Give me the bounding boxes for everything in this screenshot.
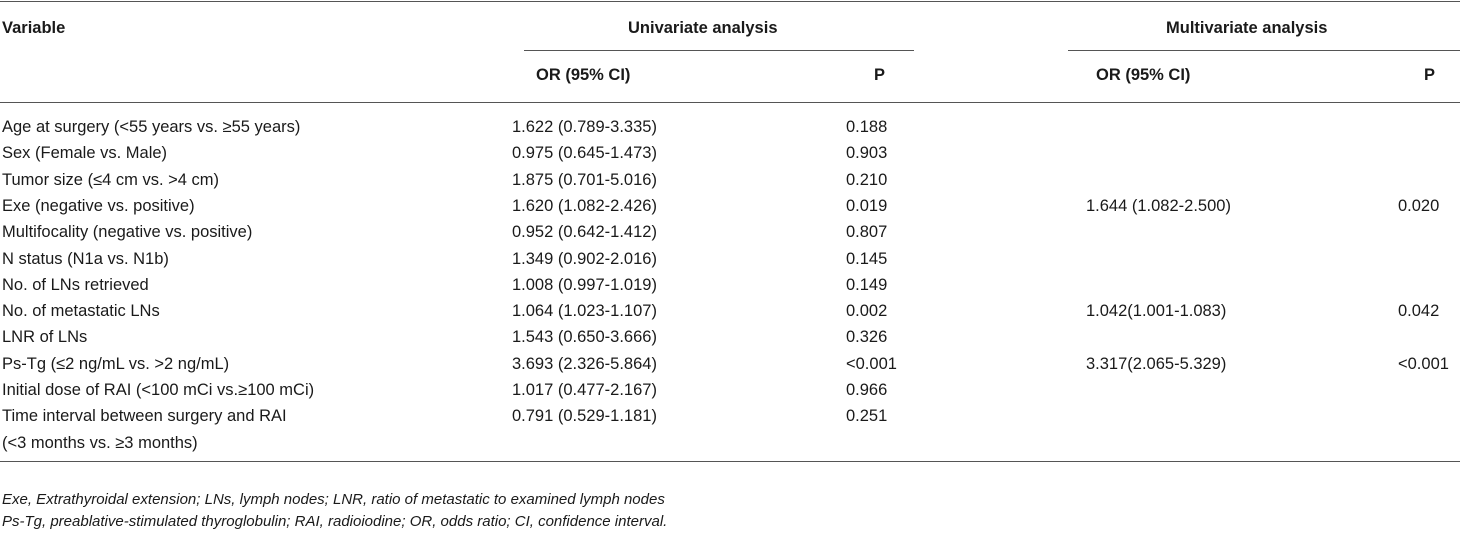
cell-univariate-p: 0.210 <box>846 170 888 189</box>
cell-multivariate-or: 1.644 (1.082-2.500) <box>1086 196 1231 215</box>
cell-univariate-or: 1.620 (1.082-2.426) <box>512 196 657 215</box>
cell-univariate-p: 0.807 <box>846 223 888 242</box>
cell-variable: LNR of LNs <box>2 328 88 347</box>
cell-variable: Age at surgery (<55 years vs. ≥55 years) <box>2 118 301 136</box>
cell-univariate-p: 0.251 <box>846 407 888 426</box>
univariate-group-rule <box>524 50 914 51</box>
cell-univariate-p: <0.001 <box>846 354 897 373</box>
cell-multivariate-p: 0.042 <box>1398 302 1440 321</box>
cell-variable: Multifocality (negative vs. positive) <box>2 223 253 242</box>
cell-univariate-or: 1.349 (0.902-2.016) <box>512 249 657 268</box>
cell-multivariate-p: <0.001 <box>1398 354 1449 373</box>
cell-univariate-or: 1.008 (0.997-1.019) <box>512 275 657 294</box>
header-univariate-analysis: Univariate analysis <box>628 19 778 37</box>
cell-univariate-or: 1.875 (0.701-5.016) <box>512 170 657 189</box>
header-uni-p: P <box>874 66 886 84</box>
cell-variable: Time interval between surgery and RAI <box>2 407 287 426</box>
table-row-continuation: (<3 months vs. ≥3 months) <box>2 433 198 452</box>
cell-variable: Tumor size (≤4 cm vs. >4 cm) <box>2 170 220 189</box>
header-multivariate-analysis: Multivariate analysis <box>1166 19 1328 37</box>
cell-univariate-p: 0.326 <box>846 328 888 347</box>
cell-univariate-or: 0.791 (0.529-1.181) <box>512 407 657 426</box>
header-multi-p: P <box>1424 66 1436 84</box>
cell-variable: Ps-Tg (≤2 ng/mL vs. >2 ng/mL) <box>2 354 230 373</box>
cell-univariate-p: 0.149 <box>846 275 888 294</box>
cell-variable: Sex (Female vs. Male) <box>2 144 168 163</box>
cell-multivariate-or: 3.317(2.065-5.329) <box>1086 354 1227 373</box>
multivariate-group-rule <box>1068 50 1460 51</box>
cell-univariate-or: 3.693 (2.326-5.864) <box>512 354 657 373</box>
cell-univariate-p: 0.002 <box>846 302 888 321</box>
cell-variable: Initial dose of RAI (<100 mCi vs.≥100 mC… <box>2 381 315 399</box>
cell-univariate-or: 1.064 (1.023-1.107) <box>512 302 657 321</box>
cell-univariate-or: 1.543 (0.650-3.666) <box>512 328 657 347</box>
cell-variable: No. of LNs retrieved <box>2 275 149 294</box>
cell-multivariate-p: 0.020 <box>1398 196 1440 215</box>
header-uni-or: OR (95% CI) <box>536 66 631 84</box>
cell-univariate-p: 0.903 <box>846 144 888 163</box>
header-bottom-rule <box>0 102 1460 103</box>
cell-univariate-p: 0.966 <box>846 381 888 399</box>
cell-univariate-or: 0.952 (0.642-1.412) <box>512 223 657 242</box>
cell-variable: N status (N1a vs. N1b) <box>2 249 169 268</box>
header-multi-or: OR (95% CI) <box>1096 66 1191 84</box>
header-variable: Variable <box>2 19 66 37</box>
table-top-rule <box>0 1 1460 2</box>
footnote-abbreviations-1: Exe, Extrathyroidal extension; LNs, lymp… <box>2 491 665 508</box>
footnote-abbreviations-2: Ps-Tg, preablative-stimulated thyroglobu… <box>2 513 668 530</box>
cell-univariate-or: 1.622 (0.789-3.335) <box>512 118 657 136</box>
table-bottom-rule <box>0 460 1460 462</box>
cell-univariate-p: 0.188 <box>846 118 888 136</box>
cell-multivariate-or: 1.042(1.001-1.083) <box>1086 302 1227 321</box>
cell-univariate-or: 1.017 (0.477-2.167) <box>512 381 657 399</box>
cell-univariate-or: 0.975 (0.645-1.473) <box>512 144 657 163</box>
cell-variable: Exe (negative vs. positive) <box>2 196 195 215</box>
cell-univariate-p: 0.145 <box>846 249 888 268</box>
cell-variable: No. of metastatic LNs <box>2 302 160 321</box>
cell-univariate-p: 0.019 <box>846 196 888 215</box>
